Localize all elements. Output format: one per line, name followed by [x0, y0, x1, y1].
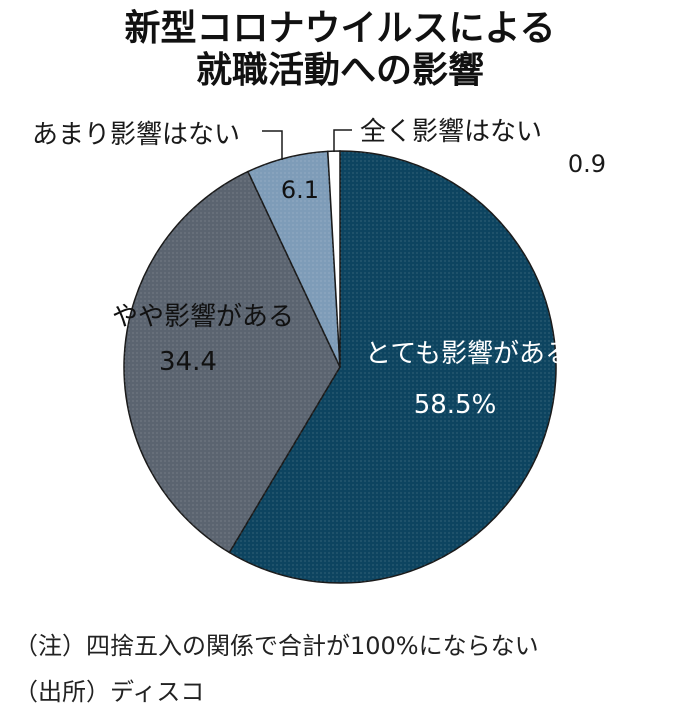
- leader-line-little-affected: [262, 130, 283, 160]
- pie-slice-texture-little-affected: [247, 151, 340, 367]
- pie-slice-texture-very-affected: [229, 151, 556, 583]
- slice-value-not-affected: 0.9: [568, 150, 606, 178]
- source-note: （出所）ディスコ: [14, 678, 205, 706]
- slice-label-very-affected: とても影響がある: [365, 339, 571, 369]
- slice-label-not-affected: 全く影響はない: [360, 117, 542, 147]
- slice-value-little-affected: 6.1: [281, 176, 319, 204]
- footnote: （注）四捨五入の関係で合計が100%にならない: [14, 632, 539, 660]
- slice-label-somewhat-affected: やや影響がある: [112, 302, 294, 332]
- leader-line-not-affected: [333, 129, 352, 152]
- slice-value-somewhat-affected: 34.4: [159, 347, 217, 377]
- pie-chart: とても影響がある 58.5% やや影響がある 34.4 あまり影響はない 6.1 全く影響は…: [32, 117, 606, 584]
- slice-label-little-affected: あまり影響はない: [32, 120, 240, 150]
- chart-title-line-1: 新型コロナウイルスによる: [124, 8, 556, 49]
- pie-slice-texture-somewhat-affected: [123, 171, 340, 553]
- slice-value-very-affected: 58.5%: [414, 390, 497, 420]
- chart-title-line-2: 就職活動への影響: [195, 50, 484, 91]
